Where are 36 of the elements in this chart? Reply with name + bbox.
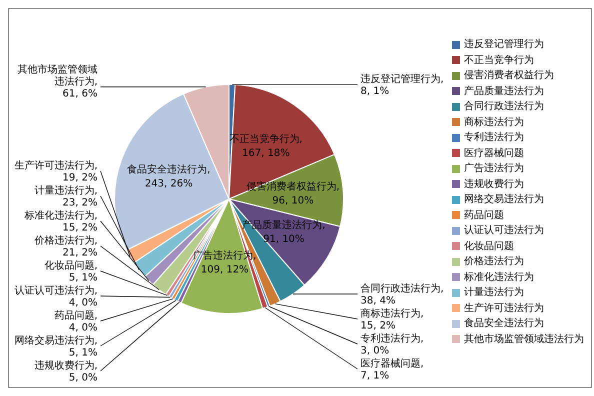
legend-label: 违反登记管理行为 [464,38,544,52]
data-label: 违反登记管理行为, 8, 1% [360,73,444,98]
data-label: 食品安全违法行为, 243, 26% [127,164,210,190]
legend-label: 侵害消费者权益行为 [464,68,554,83]
legend-label: 产品质量违法行为 [464,84,544,98]
data-label: 生产许可违法行为, 19, 2% [14,160,98,184]
data-label: 药品问题, 4, 0% [54,310,98,334]
data-label: 认证认可违法行为, 4, 0% [14,284,98,309]
legend-label: 食品安全违法行为 [464,316,544,331]
legend-label: 网络交易违法行为 [464,192,544,207]
data-label: 网络交易违法行为, 5, 1% [14,334,98,359]
data-label: 化妆品问题, 5, 1% [44,260,98,284]
legend-label: 不正当竞争行为 [464,54,534,68]
data-label: 医疗器械问题, 7, 1% [360,358,424,382]
legend-label: 价格违法行为 [464,254,524,269]
data-label: 标准化违法行为, 15, 2% [23,210,98,234]
legend-label: 合同行政违法行为 [464,100,544,114]
legend-label: 其他市场监管领域违法行为 [464,332,584,346]
data-label: 违规收费行为, 5, 0% [34,360,98,384]
data-label: 商标违法行为, 15, 2% [360,308,424,332]
data-label: 合同行政违法行为, 38, 4% [360,282,444,307]
legend-label: 计量违法行为 [464,286,524,300]
legend-label: 生产许可违法行为 [464,302,544,316]
legend-label: 商标违法行为 [464,116,524,130]
legend-label: 标准化违法行为 [464,270,534,284]
legend-label: 专利违法行为 [464,130,524,145]
legend-label: 广告违法行为 [464,162,524,176]
legend-label: 违规收费行为 [464,178,524,192]
legend-label: 化妆品问题 [464,240,514,254]
data-label: 价格违法行为, 21, 2% [33,234,98,259]
data-label: 计量违法行为, 23, 2% [34,184,98,209]
legend-label: 药品问题 [464,208,504,222]
legend-label: 医疗器械问题 [464,146,524,160]
data-label: 专利违法行为, 3, 0% [360,332,424,357]
data-label: 其他市场监管领域违法行为, 61, 6% [18,63,98,100]
legend-label: 认证认可违法行为 [464,224,544,238]
